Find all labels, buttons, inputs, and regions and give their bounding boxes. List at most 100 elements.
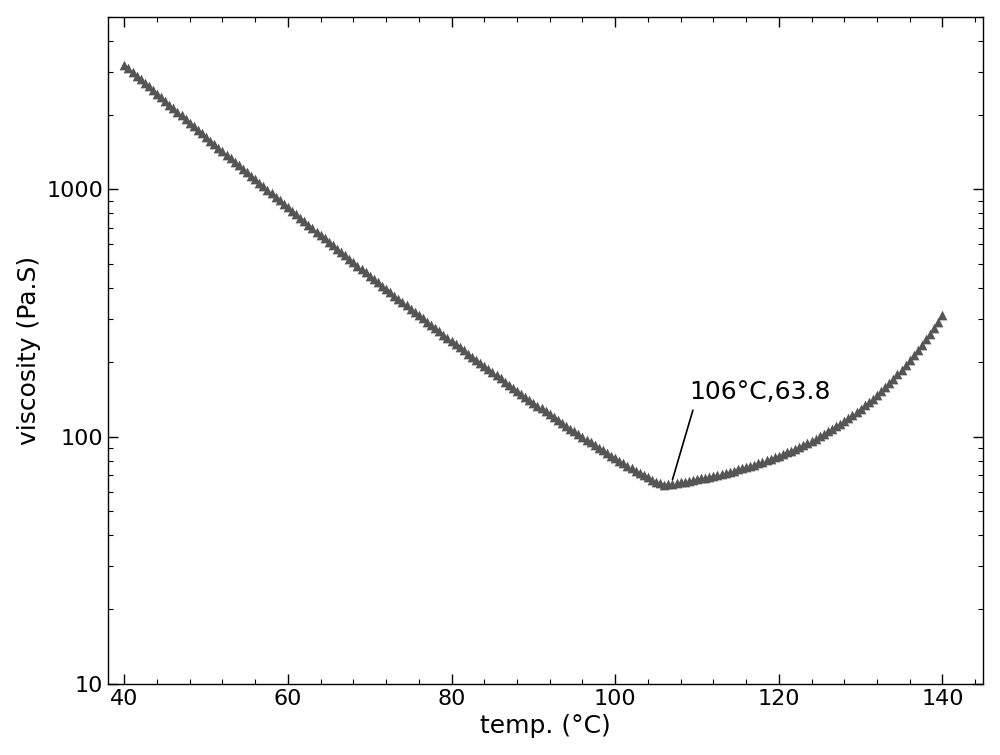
Point — [448, 338, 464, 350]
Point — [570, 428, 586, 440]
Point — [186, 120, 202, 132]
Point — [579, 433, 595, 445]
Point — [587, 439, 603, 451]
Point — [779, 446, 795, 458]
Point — [566, 425, 582, 437]
Point — [746, 458, 762, 470]
Point — [145, 84, 161, 96]
Point — [468, 354, 484, 366]
Point — [603, 450, 619, 462]
Point — [227, 156, 243, 168]
Point — [202, 134, 218, 146]
Point — [869, 389, 885, 401]
Point — [284, 205, 300, 217]
Point — [611, 455, 627, 467]
Point — [125, 66, 141, 78]
Point — [247, 174, 263, 186]
Point — [701, 470, 717, 482]
Point — [664, 478, 680, 490]
Point — [456, 344, 472, 356]
Point — [550, 414, 566, 426]
Point — [153, 91, 169, 103]
Point — [730, 464, 746, 476]
Point — [885, 373, 901, 385]
Point — [411, 309, 427, 321]
Point — [615, 458, 631, 470]
Point — [636, 469, 652, 481]
Point — [542, 408, 558, 421]
Point — [660, 478, 676, 490]
Point — [313, 229, 329, 241]
Point — [640, 471, 656, 483]
Y-axis label: viscosity (Pa.S): viscosity (Pa.S) — [17, 256, 41, 445]
Point — [538, 405, 554, 418]
Point — [521, 393, 537, 405]
Point — [754, 456, 770, 468]
Point — [268, 191, 284, 203]
Point — [849, 406, 865, 418]
Point — [243, 170, 259, 182]
Point — [370, 276, 386, 288]
Point — [562, 423, 578, 435]
Point — [194, 128, 210, 140]
Point — [873, 385, 889, 397]
Point — [934, 310, 950, 322]
Point — [840, 412, 856, 424]
Point — [828, 421, 844, 433]
Point — [169, 106, 185, 118]
Point — [648, 476, 664, 488]
Point — [546, 411, 562, 424]
Point — [300, 219, 316, 231]
Point — [812, 430, 828, 442]
Point — [795, 439, 811, 451]
Text: 106°C,63.8: 106°C,63.8 — [689, 381, 830, 405]
Point — [554, 417, 570, 429]
Point — [206, 138, 222, 150]
Point — [705, 470, 721, 482]
Point — [898, 359, 914, 371]
Point — [791, 441, 807, 453]
Point — [689, 473, 705, 485]
Point — [799, 436, 815, 448]
Point — [382, 286, 398, 298]
Point — [386, 289, 402, 301]
Point — [656, 479, 672, 491]
Point — [930, 316, 946, 328]
Point — [439, 331, 455, 344]
Point — [742, 460, 758, 472]
Point — [137, 77, 153, 89]
Point — [497, 375, 513, 387]
Point — [325, 239, 341, 251]
Point — [759, 455, 775, 467]
Point — [484, 366, 500, 378]
Point — [902, 354, 918, 366]
Point — [276, 198, 292, 210]
Point — [906, 350, 922, 362]
Point — [767, 451, 783, 464]
Point — [362, 270, 378, 282]
Point — [861, 396, 877, 408]
Point — [341, 253, 357, 265]
Point — [292, 211, 308, 223]
Point — [198, 131, 214, 143]
Point — [366, 273, 382, 285]
Point — [824, 423, 840, 435]
Point — [771, 450, 787, 462]
Point — [517, 390, 533, 402]
Point — [394, 296, 410, 308]
Point — [141, 81, 157, 93]
Point — [415, 313, 431, 325]
Point — [693, 473, 709, 485]
Point — [337, 249, 353, 261]
Point — [231, 159, 247, 171]
Point — [399, 299, 415, 311]
Point — [787, 442, 803, 455]
Point — [652, 477, 668, 489]
Point — [178, 113, 194, 125]
Point — [161, 99, 177, 111]
Point — [374, 279, 390, 291]
Point — [333, 246, 349, 258]
Point — [345, 256, 361, 268]
Point — [251, 177, 267, 189]
Point — [775, 448, 791, 460]
